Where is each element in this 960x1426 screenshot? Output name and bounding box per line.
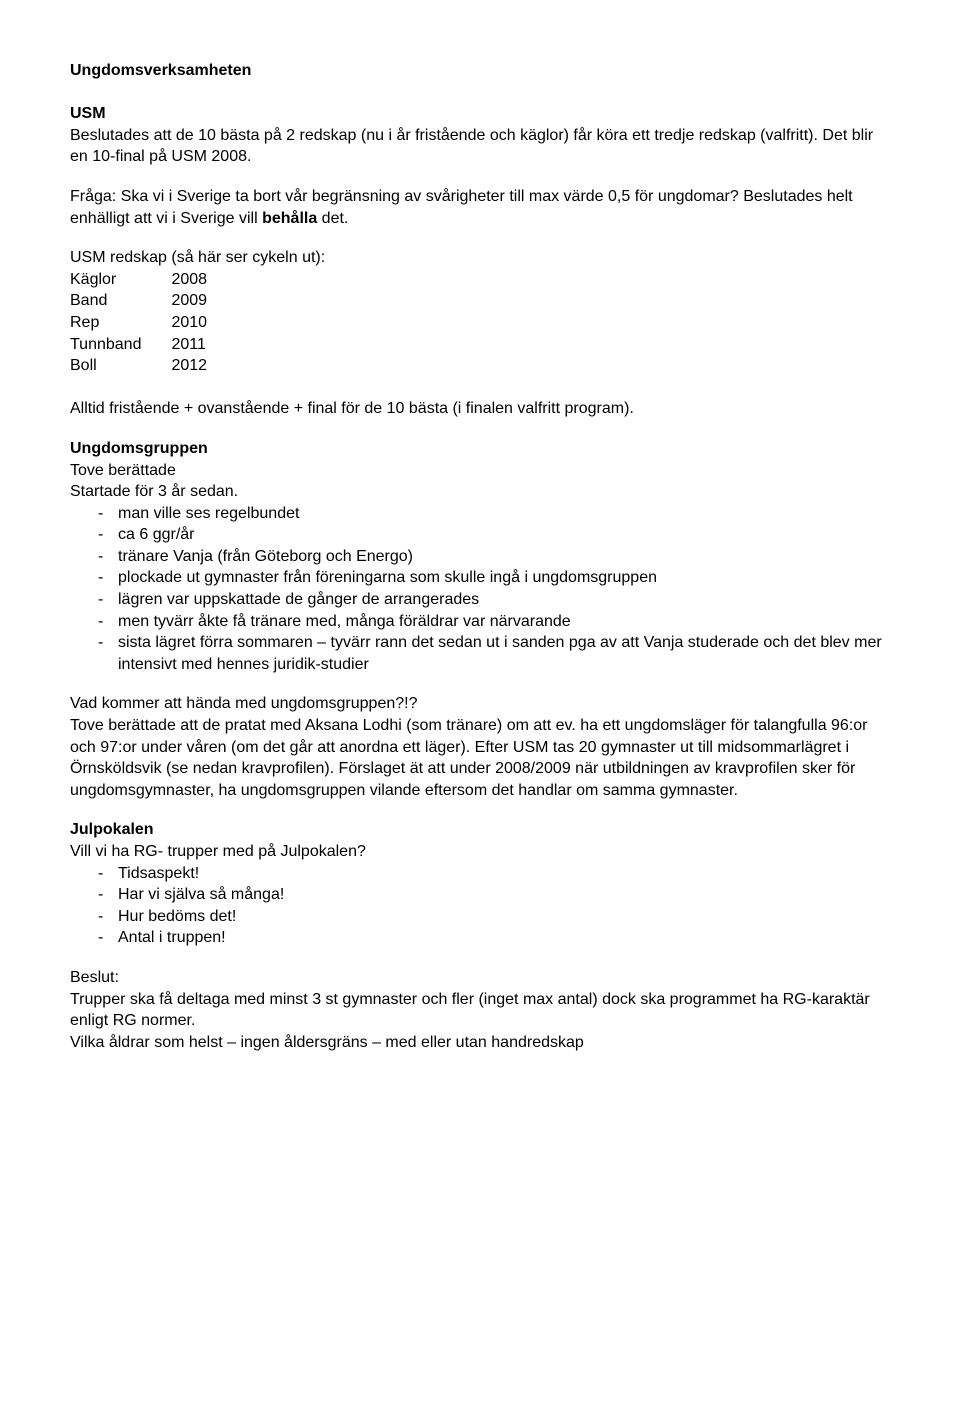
beslut-section: Beslut: Trupper ska få deltaga med minst… <box>70 967 890 1053</box>
ungdomsgruppen-heading: Ungdomsgruppen <box>70 438 890 460</box>
table-row: Tunnband2011 <box>70 334 237 356</box>
cycle-year: 2008 <box>171 269 237 291</box>
ungdomsgruppen-section: Ungdomsgruppen Tove berättade Startade f… <box>70 438 890 802</box>
list-item: tränare Vanja (från Göteborg och Energo) <box>70 546 890 568</box>
cycle-year: 2011 <box>171 334 237 356</box>
list-item: ca 6 ggr/år <box>70 524 890 546</box>
beslut-heading: Beslut: <box>70 967 890 989</box>
ungdomsgruppen-para1: Vad kommer att hända med ungdomsgruppen?… <box>70 693 890 715</box>
table-row: Käglor2008 <box>70 269 237 291</box>
cycle-year: 2012 <box>171 355 237 377</box>
list-item: sista lägret förra sommaren – tyvärr ran… <box>70 632 890 675</box>
usm-section: USM Beslutades att de 10 bästa på 2 reds… <box>70 103 890 420</box>
cycle-year: 2009 <box>171 290 237 312</box>
ungdomsgruppen-line1: Tove berättade <box>70 460 890 482</box>
julpokalen-bullets: Tidsaspekt! Har vi själva så många! Hur … <box>70 863 890 949</box>
usm-para3: Alltid fristående + ovanstående + final … <box>70 398 890 420</box>
cycle-year: 2010 <box>171 312 237 334</box>
table-row: Rep2010 <box>70 312 237 334</box>
ungdomsgruppen-bullets: man ville ses regelbundet ca 6 ggr/år tr… <box>70 503 890 676</box>
cycle-name: Rep <box>70 312 171 334</box>
julpokalen-line1: Vill vi ha RG- trupper med på Julpokalen… <box>70 841 890 863</box>
list-item: Hur bedöms det! <box>70 906 890 928</box>
list-item: lägren var uppskattade de gånger de arra… <box>70 589 890 611</box>
cycle-name: Käglor <box>70 269 171 291</box>
list-item: Antal i truppen! <box>70 927 890 949</box>
cycle-name: Boll <box>70 355 171 377</box>
list-item: man ville ses regelbundet <box>70 503 890 525</box>
usm-para2-post: det. <box>317 210 348 227</box>
list-item: men tyvärr åkte få tränare med, många fö… <box>70 611 890 633</box>
beslut-para1: Trupper ska få deltaga med minst 3 st gy… <box>70 989 890 1032</box>
beslut-para2: Vilka åldrar som helst – ingen åldersgrä… <box>70 1032 890 1054</box>
page-title: Ungdomsverksamheten <box>70 60 890 82</box>
usm-para2-pre: Fråga: Ska vi i Sverige ta bort vår begr… <box>70 188 853 227</box>
list-item: plockade ut gymnaster från föreningarna … <box>70 567 890 589</box>
usm-para2: Fråga: Ska vi i Sverige ta bort vår begr… <box>70 186 890 229</box>
table-row: Boll2012 <box>70 355 237 377</box>
cycle-name: Band <box>70 290 171 312</box>
julpokalen-section: Julpokalen Vill vi ha RG- trupper med på… <box>70 819 890 949</box>
cycle-intro: USM redskap (så här ser cykeln ut): <box>70 247 890 269</box>
usm-para1: Beslutades att de 10 bästa på 2 redskap … <box>70 125 890 168</box>
cycle-name: Tunnband <box>70 334 171 356</box>
ungdomsgruppen-line2: Startade för 3 år sedan. <box>70 481 890 503</box>
usm-heading: USM <box>70 103 890 125</box>
table-row: Band2009 <box>70 290 237 312</box>
usm-para2-bold: behålla <box>262 210 317 227</box>
list-item: Har vi själva så många! <box>70 884 890 906</box>
ungdomsgruppen-para2: Tove berättade att de pratat med Aksana … <box>70 715 890 801</box>
list-item: Tidsaspekt! <box>70 863 890 885</box>
julpokalen-heading: Julpokalen <box>70 819 890 841</box>
cycle-table: Käglor2008 Band2009 Rep2010 Tunnband2011… <box>70 269 237 377</box>
